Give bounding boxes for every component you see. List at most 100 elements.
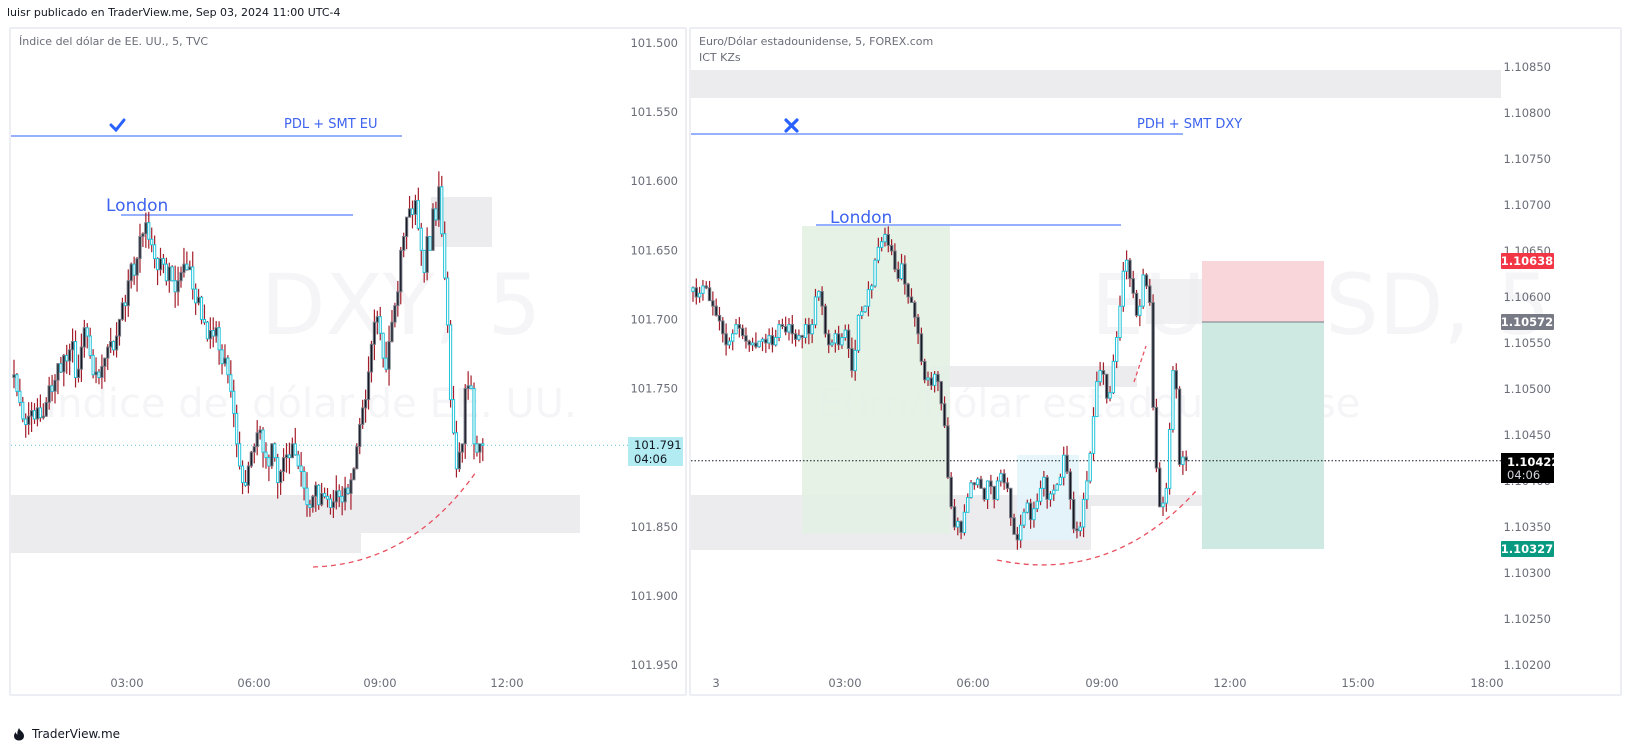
candle-up <box>853 349 857 372</box>
candle-up <box>287 454 292 459</box>
candle-down <box>694 287 699 298</box>
candle-up <box>899 263 904 280</box>
candle-down <box>167 266 171 282</box>
candle-down <box>1002 473 1006 484</box>
candle-up <box>226 357 230 376</box>
y-tick-label: 1.10300 <box>1503 566 1551 580</box>
y-tick-label: 1.10700 <box>1503 198 1551 212</box>
position-stop-zone[interactable] <box>1202 261 1324 322</box>
candle-down <box>1174 370 1178 390</box>
chart-panel-dxy[interactable]: DXY, 5 Índice del dólar de EE. UU. PDL + S… <box>9 27 687 696</box>
candle-up <box>378 316 382 334</box>
candle-up <box>1121 270 1126 307</box>
candle-down <box>737 324 742 329</box>
candle-down <box>949 476 953 508</box>
candle-down <box>369 343 374 373</box>
candle-down <box>176 280 180 293</box>
candle-down <box>255 432 259 448</box>
candle-down <box>1068 471 1073 500</box>
candle-up <box>870 285 874 291</box>
candle-up <box>879 241 884 248</box>
candle-up <box>202 318 207 323</box>
y-tick-label: 1.10350 <box>1503 520 1551 534</box>
candle-down <box>413 200 418 215</box>
candle-down <box>375 316 379 323</box>
candle-up <box>261 429 265 453</box>
candle-up <box>481 443 485 446</box>
y-tick-label: 101.550 <box>630 105 678 119</box>
dashed-arc-upper <box>1133 345 1147 383</box>
footer-brand[interactable]: TraderView.me <box>12 727 120 741</box>
candle-down <box>364 399 368 409</box>
candle-up <box>876 246 881 261</box>
candle-down <box>290 443 294 459</box>
gray-zone-bottom-left <box>11 495 361 553</box>
candle-down <box>896 268 900 280</box>
candle-down <box>138 236 142 260</box>
candle-up <box>443 233 447 279</box>
fire-logo-icon <box>14 728 24 741</box>
entry-price-badge <box>1501 314 1554 330</box>
candle-down <box>780 324 785 327</box>
candle-down <box>1101 370 1106 375</box>
candle-down <box>744 335 748 342</box>
candle-down <box>923 360 927 381</box>
candle-down <box>916 316 920 335</box>
candle-up <box>273 443 277 459</box>
candle-up <box>153 244 157 260</box>
y-tick-label: 101.900 <box>630 589 678 603</box>
candle-down <box>126 280 130 307</box>
candle-up <box>701 285 705 294</box>
candle-up <box>1081 498 1086 528</box>
y-tick-label: 101.850 <box>630 520 678 534</box>
candle-down <box>114 335 119 351</box>
y-tick-label: 1.10750 <box>1503 152 1551 166</box>
candle-down <box>361 407 365 425</box>
candle-up <box>1138 305 1142 316</box>
chart-title-eurusd: Euro/Dólar estadounidense, 5, FOREX.com <box>699 35 934 48</box>
candle-down <box>457 451 461 470</box>
candle-down <box>76 368 81 378</box>
candle-up <box>999 473 1003 482</box>
candle-up <box>97 371 101 378</box>
candle-up <box>969 482 973 499</box>
x-tick-label: 12:00 <box>490 676 523 690</box>
candle-up <box>325 495 330 500</box>
candle-down <box>141 233 145 238</box>
stop-price-value: 1.10638 <box>1501 254 1553 268</box>
candle-down <box>903 263 907 285</box>
candle-down <box>959 520 963 534</box>
candle-down <box>41 415 45 419</box>
y-tick-label: 1.10600 <box>1503 290 1551 304</box>
candle-down <box>823 305 828 335</box>
candle-down <box>246 465 251 486</box>
candle-down <box>103 357 107 367</box>
candle-down <box>117 318 122 337</box>
candle-down <box>460 443 464 453</box>
candle-down <box>135 258 139 276</box>
candle-down <box>1005 482 1010 489</box>
candle-up <box>975 478 980 486</box>
candle-down <box>1158 467 1162 508</box>
candle-up <box>1058 476 1063 486</box>
target-price-badge <box>1501 541 1554 557</box>
candle-down <box>939 381 943 405</box>
candle-up <box>767 335 771 344</box>
candle-down <box>850 348 854 372</box>
candle-up <box>1164 487 1169 504</box>
candle-down <box>1065 454 1069 473</box>
candle-down <box>44 401 48 417</box>
x-tick-label: 15:00 <box>1341 676 1374 690</box>
position-target-zone[interactable] <box>1202 322 1324 549</box>
candle-down <box>405 216 409 238</box>
candle-up <box>1035 500 1039 510</box>
candle-up <box>293 443 297 456</box>
candle-down <box>946 425 950 478</box>
candle-down <box>982 487 986 500</box>
candle-down <box>27 415 31 425</box>
candle-down <box>120 302 125 320</box>
candle-down <box>1075 528 1079 532</box>
